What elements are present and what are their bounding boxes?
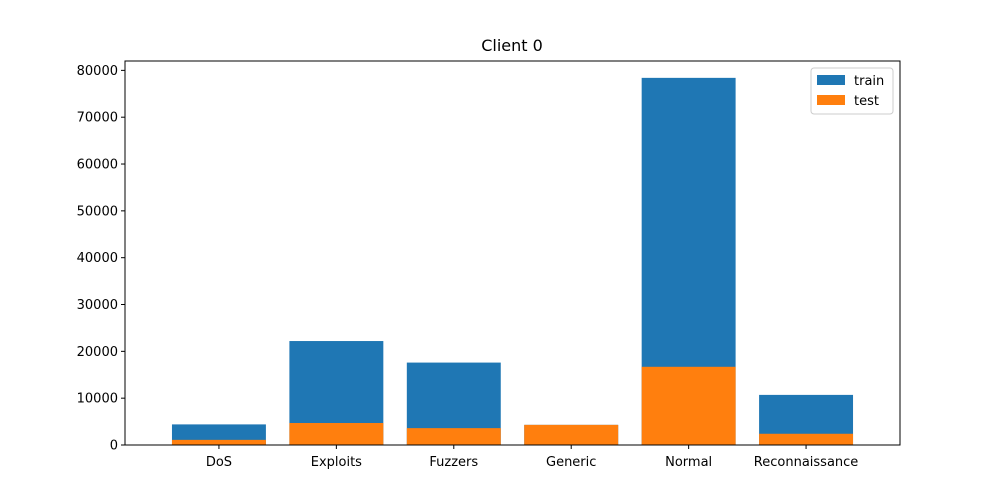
bars-group — [171, 77, 854, 446]
y-axis: 0 10000 20000 30000 40000 50000 60000 70000 8000… — [77, 64, 125, 454]
legend: train test — [810, 67, 894, 115]
bar-test-generic — [524, 424, 619, 445]
bar-test-fuzzers — [406, 428, 501, 445]
legend-label-train: train — [854, 74, 884, 89]
x-tick-label: Fuzzers — [429, 455, 478, 470]
bar-test-dos — [171, 439, 266, 445]
y-tick-label: 10000 — [77, 392, 118, 407]
x-tick-label: DoS — [206, 455, 232, 470]
y-tick-label: 20000 — [77, 345, 118, 360]
y-tick-label: 60000 — [77, 158, 118, 173]
y-tick-label: 30000 — [77, 298, 118, 313]
bar-test-reconnaissance — [759, 433, 854, 445]
legend-swatch-test — [817, 95, 845, 105]
bar-test-exploits — [289, 422, 384, 445]
y-tick-label: 80000 — [77, 64, 118, 79]
x-tick-label: Reconnaissance — [754, 455, 859, 470]
bar-test-normal — [641, 366, 736, 445]
plot-frame — [124, 60, 901, 446]
y-tick-label: 40000 — [77, 251, 118, 266]
y-tick-label: 70000 — [77, 111, 118, 126]
legend-label-test: test — [854, 94, 879, 109]
chart-title: Client 0 — [481, 36, 543, 55]
y-tick-label: 0 — [110, 439, 118, 454]
x-tick-label: Normal — [665, 455, 712, 470]
x-tick-label: Generic — [546, 455, 596, 470]
y-tick-label: 50000 — [77, 204, 118, 219]
x-tick-label: Exploits — [311, 455, 362, 470]
legend-swatch-train — [817, 75, 845, 85]
x-axis: DoS Exploits Fuzzers Generic Normal Reconnais… — [206, 445, 858, 470]
